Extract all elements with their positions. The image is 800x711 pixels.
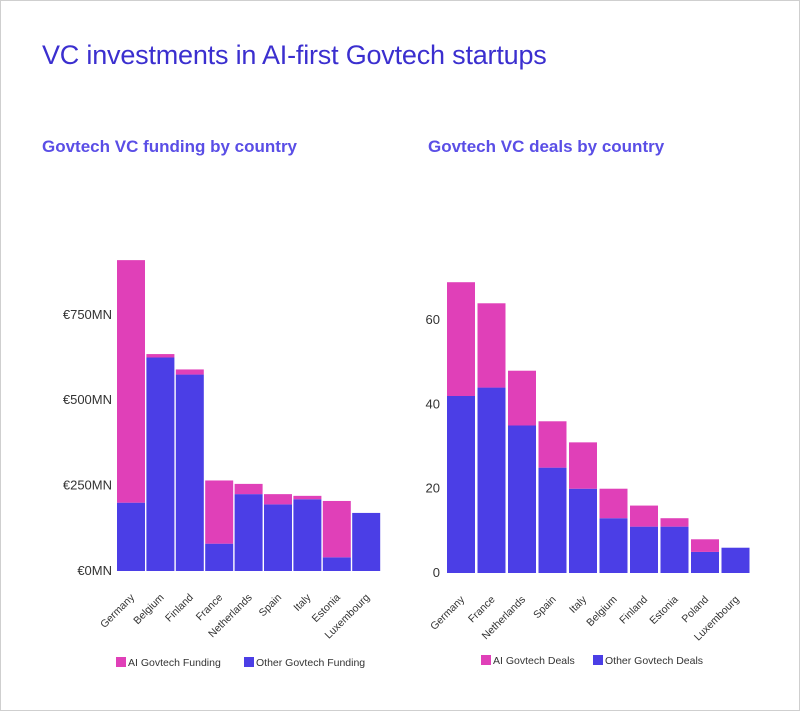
funding-legend-label: Other Govtech Funding (256, 657, 365, 669)
funding-bar-ai-govtech-funding-finland (175, 369, 204, 375)
deals-x-tick-label: Spain (531, 594, 559, 622)
deals-bar-other-govtech-deals-netherlands (508, 425, 536, 573)
deals-chart-title: Govtech VC deals by country (428, 137, 665, 156)
deals-bar-other-govtech-deals-poland (691, 551, 719, 573)
deals-bar-ai-govtech-deals-france (477, 303, 506, 388)
funding-y-tick-label: €750MN (63, 307, 112, 322)
funding-bar-ai-govtech-funding-germany (117, 260, 145, 503)
funding-bar-other-govtech-funding-finland (175, 374, 204, 571)
deals-legend-label: AI Govtech Deals (493, 655, 575, 667)
deals-x-tick-label: Estonia (647, 594, 680, 627)
deals-bar-ai-govtech-deals-italy (569, 442, 597, 489)
deals-bar-other-govtech-deals-italy (569, 488, 597, 573)
funding-bar-other-govtech-funding-italy (293, 499, 322, 571)
funding-bar-ai-govtech-funding-france (205, 480, 234, 544)
funding-x-tick-label: Spain (257, 592, 285, 620)
deals-bar-ai-govtech-deals-estonia (660, 518, 689, 527)
funding-legend-label: AI Govtech Funding (128, 657, 221, 669)
deals-x-tick-label: Finland (617, 594, 650, 627)
funding-bar-ai-govtech-funding-italy (293, 495, 322, 500)
deals-bar-other-govtech-deals-luxembourg (721, 547, 750, 573)
funding-bar-other-govtech-funding-luxembourg (352, 512, 381, 571)
funding-bar-ai-govtech-funding-belgium (146, 354, 175, 358)
deals-x-tick-label: Germany (428, 593, 468, 633)
funding-chart-title: Govtech VC funding by country (42, 137, 298, 156)
page-title: VC investments in AI-first Govtech start… (42, 40, 547, 70)
funding-bar-other-govtech-funding-france (205, 543, 234, 571)
deals-bar-other-govtech-deals-belgium (599, 518, 628, 573)
deals-y-tick-label: 40 (426, 396, 440, 411)
deals-bar-other-govtech-deals-france (477, 387, 506, 573)
funding-legend-swatch-ai-govtech-funding (116, 657, 126, 667)
funding-x-tick-label: Germany (98, 591, 138, 631)
funding-x-tick-label: Belgium (131, 591, 166, 626)
funding-bar-other-govtech-funding-netherlands (234, 494, 263, 571)
deals-bar-other-govtech-deals-spain (538, 467, 567, 573)
funding-bar-other-govtech-funding-germany (117, 502, 145, 571)
funding-bar-other-govtech-funding-estonia (322, 557, 351, 571)
funding-bar-ai-govtech-funding-netherlands (234, 483, 263, 495)
deals-legend-swatch-ai-govtech-deals (481, 655, 491, 665)
deals-bar-ai-govtech-deals-germany (447, 282, 475, 396)
deals-bar-ai-govtech-deals-netherlands (508, 370, 536, 426)
funding-y-tick-label: €500MN (63, 392, 112, 407)
funding-y-tick-label: €0MN (77, 563, 112, 578)
funding-x-tick-label: Finland (163, 592, 196, 625)
deals-bar-ai-govtech-deals-spain (538, 421, 567, 468)
deals-bar-other-govtech-deals-estonia (660, 526, 689, 573)
funding-bar-other-govtech-funding-belgium (146, 357, 175, 571)
deals-y-tick-label: 60 (426, 312, 440, 327)
deals-bar-other-govtech-deals-germany (447, 396, 475, 573)
deals-y-tick-label: 0 (433, 565, 440, 580)
funding-legend-swatch-other-govtech-funding (244, 657, 254, 667)
funding-y-tick-label: €250MN (63, 478, 112, 493)
deals-bar-other-govtech-deals-finland (630, 526, 658, 573)
deals-x-tick-label: Belgium (584, 593, 619, 628)
funding-x-tick-label: Italy (291, 591, 314, 614)
deals-bar-ai-govtech-deals-poland (691, 539, 719, 552)
deals-legend-label: Other Govtech Deals (605, 655, 703, 667)
deals-legend-swatch-other-govtech-deals (593, 655, 603, 665)
deals-bar-ai-govtech-deals-belgium (599, 488, 628, 519)
funding-bar-ai-govtech-funding-estonia (322, 500, 351, 558)
deals-bar-ai-govtech-deals-finland (630, 505, 658, 527)
funding-bar-ai-govtech-funding-spain (264, 494, 292, 505)
deals-y-tick-label: 20 (426, 481, 440, 496)
funding-bar-other-govtech-funding-spain (264, 504, 292, 571)
deals-x-tick-label: Italy (567, 593, 590, 616)
